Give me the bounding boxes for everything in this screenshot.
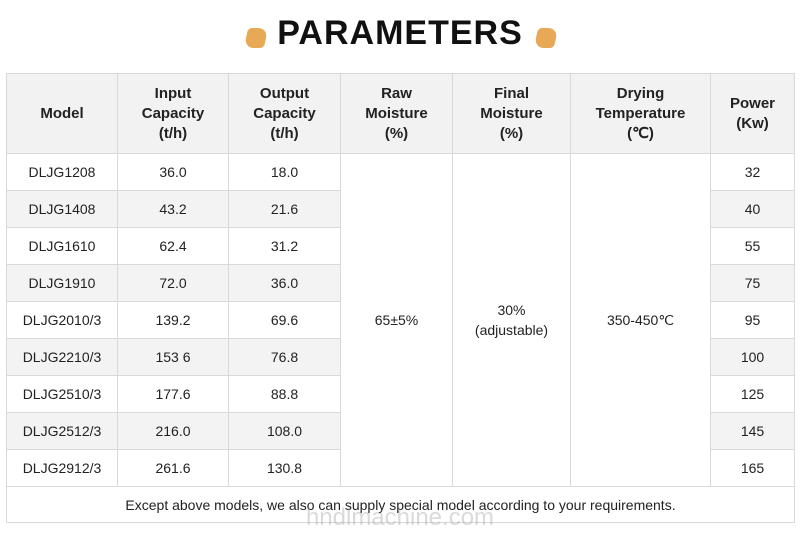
table-row: DLJG1910 72.0 36.0 75: [6, 264, 795, 302]
table-cell: DLJG2510/3: [6, 375, 118, 413]
table-cell: DLJG2912/3: [6, 449, 118, 487]
table-cell: 55: [710, 227, 795, 265]
table-cell: 216.0: [117, 412, 229, 450]
table-cell: 69.6: [228, 301, 341, 339]
shared-cell: 350-450℃: [570, 153, 711, 487]
table-cell: 153 6: [117, 338, 229, 376]
table-cell: 43.2: [117, 190, 229, 228]
table-cell: 130.8: [228, 449, 341, 487]
note-row: Except above models, we also can supply …: [6, 486, 795, 523]
table-cell: 40: [710, 190, 795, 228]
table-row: DLJG2010/3 139.2 69.6 95: [6, 301, 795, 339]
table-cell: 32: [710, 153, 795, 191]
shared-cell: 65±5%: [340, 153, 453, 487]
column-header: Final Moisture (%): [452, 73, 571, 154]
table-cell: 108.0: [228, 412, 341, 450]
table-cell: DLJG2210/3: [6, 338, 118, 376]
table-cell: 75: [710, 264, 795, 302]
table-cell: 36.0: [117, 153, 229, 191]
table-cell: 139.2: [117, 301, 229, 339]
shared-cell: 30% (adjustable): [452, 153, 571, 487]
table-cell: DLJG2010/3: [6, 301, 118, 339]
table-cell: 145: [710, 412, 795, 450]
table-row: DLJG1208 36.0 18.0 65±5% 30% (adjustable) 350…: [6, 153, 795, 487]
table-cell: DLJG2512/3: [6, 412, 118, 450]
parameters-table: Model Input Capacity (t/h) Output Capacity…: [6, 73, 795, 523]
table-cell: 36.0: [228, 264, 341, 302]
table-cell: DLJG1610: [6, 227, 118, 265]
table-cell: 31.2: [228, 227, 341, 265]
table-cell: 177.6: [117, 375, 229, 413]
table-row: DLJG2210/3 153 6 76.8 100: [6, 338, 795, 376]
note: Except above models, we also can supply …: [6, 486, 795, 523]
table-cell: 76.8: [228, 338, 341, 376]
table-row: DLJG2512/3 216.0 108.0 145: [6, 412, 795, 450]
table-cell: 125: [710, 375, 795, 413]
table-row: DLJG1610 62.4 31.2 55: [6, 227, 795, 265]
column-header: Power (Kw): [710, 73, 795, 154]
table-row: DLJG2912/3 261.6 130.8 165: [6, 449, 795, 487]
column-header: Model: [6, 73, 118, 154]
table-cell: 88.8: [228, 375, 341, 413]
column-header: Input Capacity (t/h): [117, 73, 229, 154]
table-cell: 18.0: [228, 153, 341, 191]
table-cell: 95: [710, 301, 795, 339]
table-cell: 62.4: [117, 227, 229, 265]
table-cell: 21.6: [228, 190, 341, 228]
table-cell: 165: [710, 449, 795, 487]
table-cell: 261.6: [117, 449, 229, 487]
column-header: Raw Moisture (%): [340, 73, 453, 154]
table-cell: 72.0: [117, 264, 229, 302]
column-header: Output Capacity (t/h): [228, 73, 341, 154]
table-cell: DLJG1910: [6, 264, 118, 302]
column-header: Drying Temperature (℃): [570, 73, 711, 154]
table-cell: 100: [710, 338, 795, 376]
table-row: DLJG1408 43.2 21.6 40: [6, 190, 795, 228]
table-cell: DLJG1208: [6, 153, 118, 191]
table-row: DLJG2510/3 177.6 88.8 125: [6, 375, 795, 413]
title: PARAMETERS: [277, 14, 523, 52]
watermark: hndlmachine.com: [305, 504, 495, 531]
table-cell: DLJG1408: [6, 190, 118, 228]
